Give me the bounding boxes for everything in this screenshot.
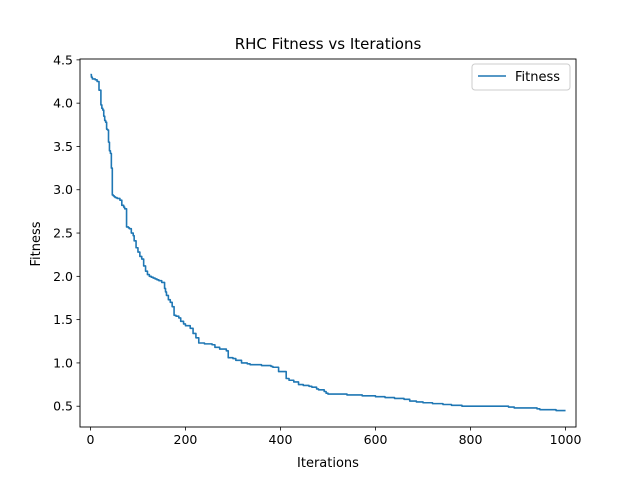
x-axis-label: Iterations <box>297 456 359 471</box>
y-tick-label: 3.0 <box>53 182 73 197</box>
fitness-series-line <box>90 73 566 412</box>
legend-box <box>471 63 571 91</box>
y-axis-label: Fitness <box>29 221 44 266</box>
y-tick-label: 1.5 <box>53 312 73 327</box>
legend: Fitness <box>471 63 571 91</box>
y-axis-ticks: 0.5 1.0 1.5 2.0 2.5 3.0 3.5 4.0 4.5 <box>53 52 80 414</box>
y-tick-label: 0.5 <box>53 399 73 414</box>
chart-title: RHC Fitness vs Iterations <box>235 35 422 53</box>
y-tick-label: 2.0 <box>53 269 73 284</box>
y-tick-label: 1.0 <box>53 355 73 370</box>
y-tick-label: 3.5 <box>53 139 73 154</box>
y-tick-label: 4.0 <box>53 96 73 111</box>
x-tick-label: 800 <box>459 432 483 447</box>
x-tick-label: 200 <box>174 432 198 447</box>
x-tick-label: 600 <box>364 432 388 447</box>
axes-frame <box>79 58 577 428</box>
legend-label: Fitness <box>515 70 560 85</box>
x-axis-ticks: 0 200 400 600 800 1000 <box>86 427 582 447</box>
y-tick-label: 2.5 <box>53 226 73 241</box>
x-tick-label: 1000 <box>550 432 582 447</box>
x-tick-label: 400 <box>269 432 293 447</box>
x-tick-label: 0 <box>86 432 94 447</box>
y-tick-label: 4.5 <box>53 52 73 67</box>
